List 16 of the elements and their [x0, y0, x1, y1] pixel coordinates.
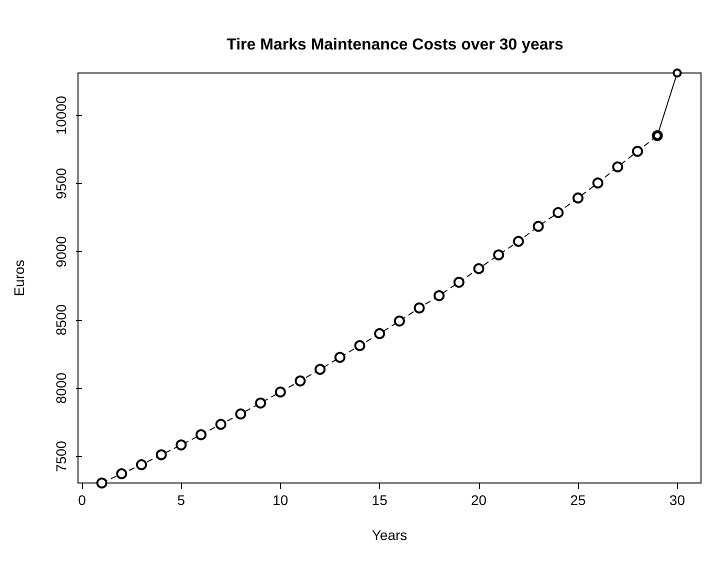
x-tick-label: 20	[470, 492, 487, 508]
y-tick-label: 9500	[53, 168, 69, 200]
y-axis-title: Euros	[11, 260, 27, 296]
y-tick-label: 10000	[53, 96, 69, 135]
x-tick-label: 0	[78, 492, 86, 508]
y-tick-label: 8000	[53, 372, 69, 404]
x-tick-label: 15	[372, 492, 388, 508]
x-tick-label: 25	[570, 492, 586, 508]
y-tick-label: 8500	[53, 304, 69, 336]
x-tick-label: 10	[272, 492, 288, 508]
y-tick-label: 9000	[53, 236, 69, 268]
x-axis-title: Years	[372, 527, 408, 543]
chart-title: Tire Marks Maintenance Costs over 30 years	[226, 36, 564, 54]
x-tick-label: 5	[177, 492, 186, 508]
x-tick-label: 30	[669, 492, 686, 508]
y-tick-label: 7500	[53, 440, 69, 472]
